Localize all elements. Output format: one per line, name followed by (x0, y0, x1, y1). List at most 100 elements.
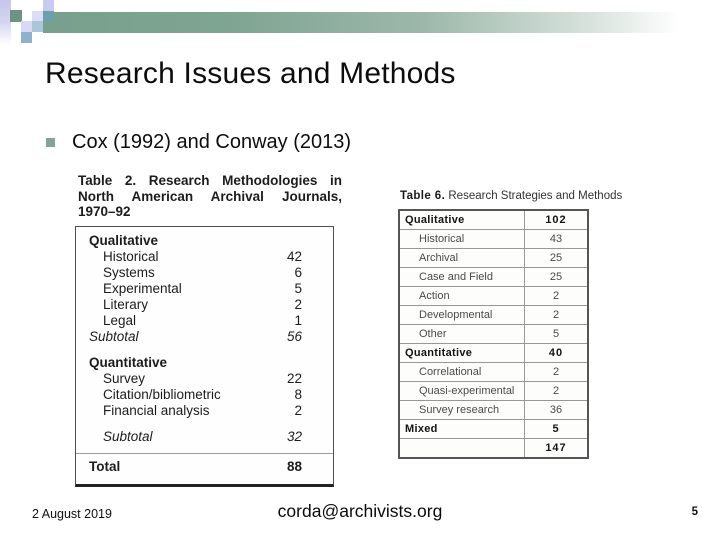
decor-square-steelblue (21, 32, 32, 43)
table2-caption: Table 2. Research Methodologies in North… (78, 173, 342, 220)
row-value: 2 (552, 366, 560, 378)
row-label: Experimental (103, 280, 182, 296)
row-value: 2 (552, 309, 560, 321)
row-label: Action (400, 287, 525, 305)
row-label: Survey (103, 370, 146, 386)
table2-row: Subtotal 32 (76, 429, 333, 445)
row-label: Citation/bibliometric (103, 386, 221, 402)
decor-square-lavender-1 (43, 0, 54, 11)
row-label: Qualitative (400, 211, 525, 229)
row-value: 40 (548, 347, 564, 359)
decor-square-green (10, 10, 22, 22)
table2-row: Literary 2 (76, 297, 333, 313)
table6-row: Historical 43 (400, 229, 587, 248)
row-value: 22 (286, 370, 302, 386)
row-label: Other (400, 325, 525, 343)
bullet-square-icon (46, 138, 55, 147)
row-value: 88 (286, 458, 302, 474)
row-value: 2 (552, 385, 560, 397)
table2-row: Qualitative (76, 233, 333, 249)
row-label: Historical (103, 248, 159, 264)
row-value: 32 (286, 428, 302, 444)
table2-caption-line2: North American Archival Journals, (78, 188, 342, 204)
row-value: 8 (294, 386, 302, 402)
row-value: 5 (294, 280, 302, 296)
bullet-item: Cox (1992) and Conway (2013) (46, 131, 351, 154)
table6-row: Action 2 (400, 286, 587, 305)
table2-figure: Table 2. Research Methodologies in North… (62, 173, 344, 487)
row-value: 56 (286, 328, 302, 344)
row-label: Case and Field (400, 268, 525, 286)
footer-date: 2 August 2019 (32, 507, 112, 521)
row-value: 25 (549, 252, 563, 264)
decor-square-lightblue (32, 21, 43, 32)
table2-row: Quantitative (76, 355, 333, 371)
row-label: Literary (103, 296, 149, 312)
row-value: 43 (549, 233, 563, 245)
decor-square-teal (43, 11, 54, 22)
row-label: Survey research (400, 401, 525, 419)
table6-caption: Table 6. Research Strategies and Methods (400, 190, 622, 202)
row-label: Mixed (400, 420, 525, 438)
table6-body: Qualitative 102 Historical 43 Archival 25 Case… (398, 209, 589, 459)
table6-row: Developmental 2 (400, 305, 587, 324)
row-label: Financial analysis (103, 402, 210, 418)
table6-row: Correlational 2 (400, 362, 587, 381)
table6-row: 147 (400, 438, 587, 457)
table2-row: Subtotal 56 (76, 329, 333, 345)
row-label: Quasi-experimental (400, 382, 525, 400)
row-value: 42 (286, 248, 302, 264)
table2-body: Qualitative Historical 42 Systems 6 Experimen… (75, 225, 334, 487)
slide-title: Research Issues and Methods (45, 57, 456, 90)
row-value: 102 (545, 214, 567, 226)
table2-row: Systems 6 (76, 265, 333, 281)
row-label: Historical (400, 230, 525, 248)
table6-caption-text: Research Strategies and Methods (445, 190, 623, 202)
table2-row: Total 88 (76, 452, 333, 475)
table6-row: Quasi-experimental 2 (400, 381, 587, 400)
row-value: 25 (549, 271, 563, 283)
table2-caption-line3: 1970–92 (78, 204, 131, 219)
table6-row: Mixed 5 (400, 419, 587, 438)
row-value: 5 (552, 423, 560, 435)
row-value: 2 (552, 290, 560, 302)
table2-row: Historical 42 (76, 249, 333, 265)
row-value: 2 (294, 402, 302, 418)
row-label: Correlational (400, 363, 525, 381)
row-label: Systems (103, 264, 155, 280)
row-label: Subtotal (103, 428, 153, 444)
row-label: Legal (103, 312, 137, 328)
green-gradient-bar (43, 12, 700, 33)
table6-row: Case and Field 25 (400, 267, 587, 286)
row-label: Developmental (400, 306, 525, 324)
row-label: Quantitative (89, 354, 168, 370)
table6-row: Qualitative 102 (400, 211, 587, 229)
table2-row: Citation/bibliometric 8 (76, 387, 333, 403)
row-label: Archival (400, 249, 525, 267)
row-label (400, 439, 525, 457)
row-value: 36 (549, 404, 563, 416)
table6-row: Other 5 (400, 324, 587, 343)
footer-email: corda@archivists.org (277, 501, 443, 521)
row-label: Quantitative (400, 344, 525, 362)
row-label: Qualitative (89, 232, 159, 248)
bullet-text: Cox (1992) and Conway (2013) (72, 131, 352, 153)
row-value: 2 (294, 296, 302, 312)
table6-row: Archival 25 (400, 248, 587, 267)
table6-row: Quantitative 40 (400, 343, 587, 362)
row-label: Total (89, 458, 121, 474)
row-label: Subtotal (89, 328, 139, 344)
table6-caption-number: Table 6. (400, 190, 446, 202)
table6-figure: Table 6. Research Strategies and Methods… (398, 190, 622, 459)
table2-row: Experimental 5 (76, 281, 333, 297)
table6-row: Survey research 36 (400, 400, 587, 419)
table2-caption-line1: Table 2. Research Methodologies in (78, 173, 342, 188)
footer-page-number: 5 (691, 506, 698, 518)
table2-row: Survey 22 (76, 371, 333, 387)
lavender-gradient-bar (0, 0, 11, 45)
row-value: 5 (552, 328, 560, 340)
table2-row: Financial analysis 2 (76, 403, 333, 419)
table2-row: Legal 1 (76, 313, 333, 329)
decor-square-lavender-3 (21, 21, 32, 32)
